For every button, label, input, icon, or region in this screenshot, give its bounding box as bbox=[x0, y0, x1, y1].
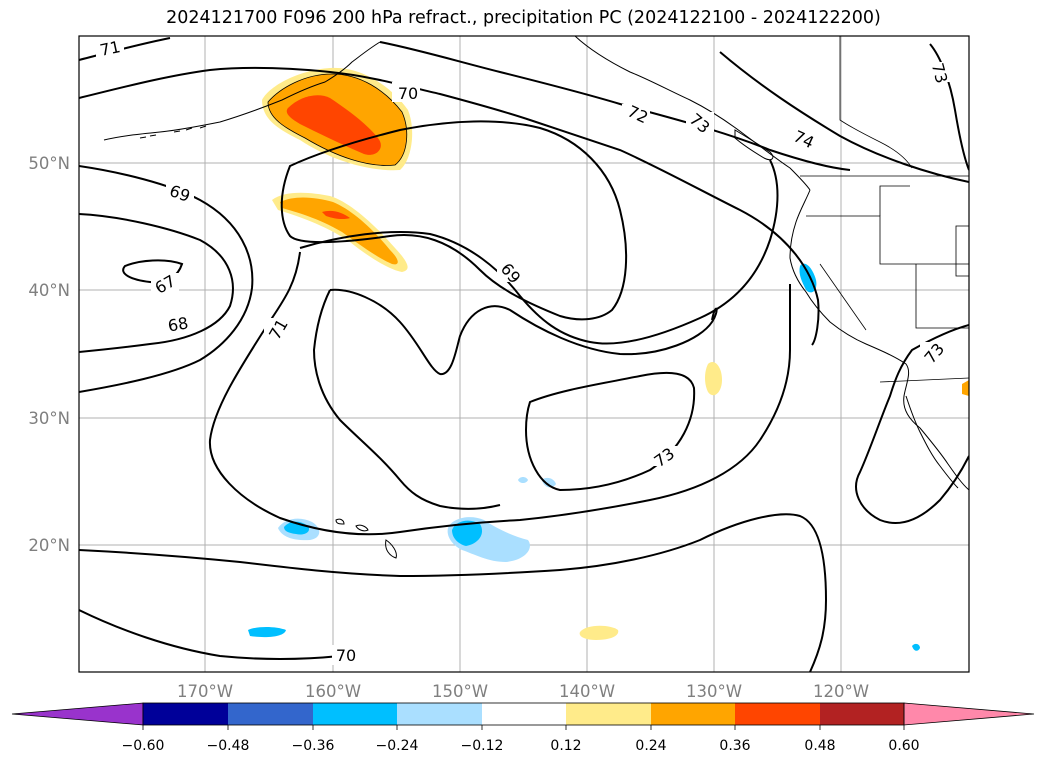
border-alaska-canada bbox=[839, 36, 913, 169]
border-states-5 bbox=[955, 225, 969, 277]
colorbar-tick-label: 0.48 bbox=[804, 738, 835, 754]
lon-label-150w: 150°W bbox=[432, 682, 488, 701]
contour-precip-outline-1 bbox=[267, 73, 408, 166]
lon-label-170w: 170°W bbox=[177, 682, 233, 701]
lon-label-140w: 140°W bbox=[559, 682, 615, 701]
contour-72-mid bbox=[329, 288, 718, 375]
colorbar-border bbox=[142, 702, 905, 726]
colorbar-tick-label: −0.48 bbox=[207, 738, 250, 754]
coastline-vancouver-island bbox=[734, 129, 774, 161]
precip-area-coast bbox=[962, 380, 969, 396]
contour-73-top bbox=[929, 43, 969, 171]
contour-label-70-south: 70 bbox=[336, 646, 356, 665]
precip-area-neg-2b bbox=[452, 520, 483, 546]
colorbar-tick-label: 0.36 bbox=[719, 738, 750, 754]
contour-72-upper bbox=[379, 41, 851, 171]
map-border bbox=[78, 35, 970, 673]
map-frame bbox=[79, 36, 969, 672]
contour-71-north bbox=[79, 37, 171, 61]
contours bbox=[79, 37, 969, 672]
contour-70-bottom bbox=[79, 609, 341, 660]
colorbar-swatch-1 bbox=[143, 703, 228, 725]
coastline-hawaii bbox=[335, 518, 397, 559]
latitude-axis: 50°N 40°N 30°N 20°N bbox=[28, 154, 70, 555]
contour-68 bbox=[79, 213, 234, 353]
border-states-4 bbox=[915, 264, 969, 329]
contour-label-68: 68 bbox=[166, 313, 189, 335]
coastline-aleutian-islands bbox=[139, 125, 207, 139]
contour-73-right bbox=[855, 324, 969, 525]
contour-70-lower bbox=[79, 513, 828, 672]
precip-area-band bbox=[280, 197, 398, 265]
contour-70-mid bbox=[299, 159, 779, 345]
colorbar-swatch-5 bbox=[482, 703, 566, 725]
precip-area-neg-3 bbox=[248, 627, 286, 638]
colorbar-tick-label: 0.60 bbox=[888, 738, 919, 754]
colorbar-tick-label: −0.60 bbox=[122, 738, 165, 754]
colorbar-tick-label: −0.24 bbox=[376, 738, 419, 754]
precip-area-neg-6 bbox=[542, 477, 556, 488]
colorbar: −0.60 −0.48 −0.36 −0.24 −0.12 0.12 0.24 … bbox=[11, 702, 1035, 754]
precip-area-band-core bbox=[322, 210, 350, 220]
lat-label-40n: 40°N bbox=[28, 281, 70, 300]
lat-label-50n: 50°N bbox=[28, 154, 70, 173]
lon-label-130w: 130°W bbox=[686, 682, 742, 701]
colorbar-swatch-3 bbox=[313, 703, 397, 725]
precipitation-shading bbox=[248, 67, 969, 651]
map-title: 2024121700 F096 200 hPa refract., precip… bbox=[166, 8, 881, 28]
colorbar-tick-label: 0.24 bbox=[635, 738, 666, 754]
contour-69-center bbox=[280, 120, 628, 321]
longitude-axis: 170°W 160°W 150°W 140°W 130°W 120°W bbox=[177, 682, 869, 701]
precip-area-neg-5 bbox=[518, 477, 528, 483]
precip-area-neg-7 bbox=[912, 643, 920, 651]
contour-label-71-nw: 71 bbox=[98, 37, 122, 60]
colorbar-swatch-7 bbox=[651, 703, 735, 725]
lat-label-30n: 30°N bbox=[28, 409, 70, 428]
coastline-baja bbox=[905, 395, 959, 489]
lon-label-160w: 160°W bbox=[305, 682, 361, 701]
colorbar-tick-label: 0.12 bbox=[550, 738, 581, 754]
contour-70-upper bbox=[79, 66, 820, 346]
colorbar-swatch-9 bbox=[820, 703, 904, 725]
colorbar-ticks bbox=[142, 725, 905, 730]
lat-label-20n: 20°N bbox=[28, 536, 70, 555]
coastline-alaska-peninsula bbox=[103, 41, 381, 141]
precip-area-130w bbox=[705, 361, 722, 396]
border-states-3 bbox=[819, 263, 867, 331]
colorbar-tick-label: −0.12 bbox=[461, 738, 504, 754]
political-borders bbox=[800, 36, 969, 383]
colorbar-swatch-4 bbox=[397, 703, 482, 725]
colorbar-extend-max bbox=[903, 702, 1035, 726]
precip-area-138w bbox=[579, 625, 619, 640]
colorbar-swatch-2 bbox=[228, 703, 313, 725]
colorbar-swatch-8 bbox=[735, 703, 820, 725]
contour-label-73-ne: 73 bbox=[928, 61, 952, 86]
lon-label-120w: 120°W bbox=[813, 682, 869, 701]
border-states-1 bbox=[806, 215, 969, 265]
precip-area-neg-4 bbox=[799, 263, 817, 293]
contour-69-left bbox=[79, 165, 254, 393]
colorbar-tick-label: −0.36 bbox=[292, 738, 335, 754]
contour-label-70-north: 70 bbox=[398, 84, 418, 103]
colorbar-swatch-6 bbox=[566, 703, 651, 725]
colorbar-extend-min bbox=[11, 702, 144, 726]
precip-area-alaska-core bbox=[286, 95, 381, 155]
contour-71-mid bbox=[208, 251, 792, 536]
border-states-2 bbox=[879, 185, 910, 216]
contour-71-inner bbox=[312, 289, 501, 510]
contour-74 bbox=[719, 51, 969, 183]
